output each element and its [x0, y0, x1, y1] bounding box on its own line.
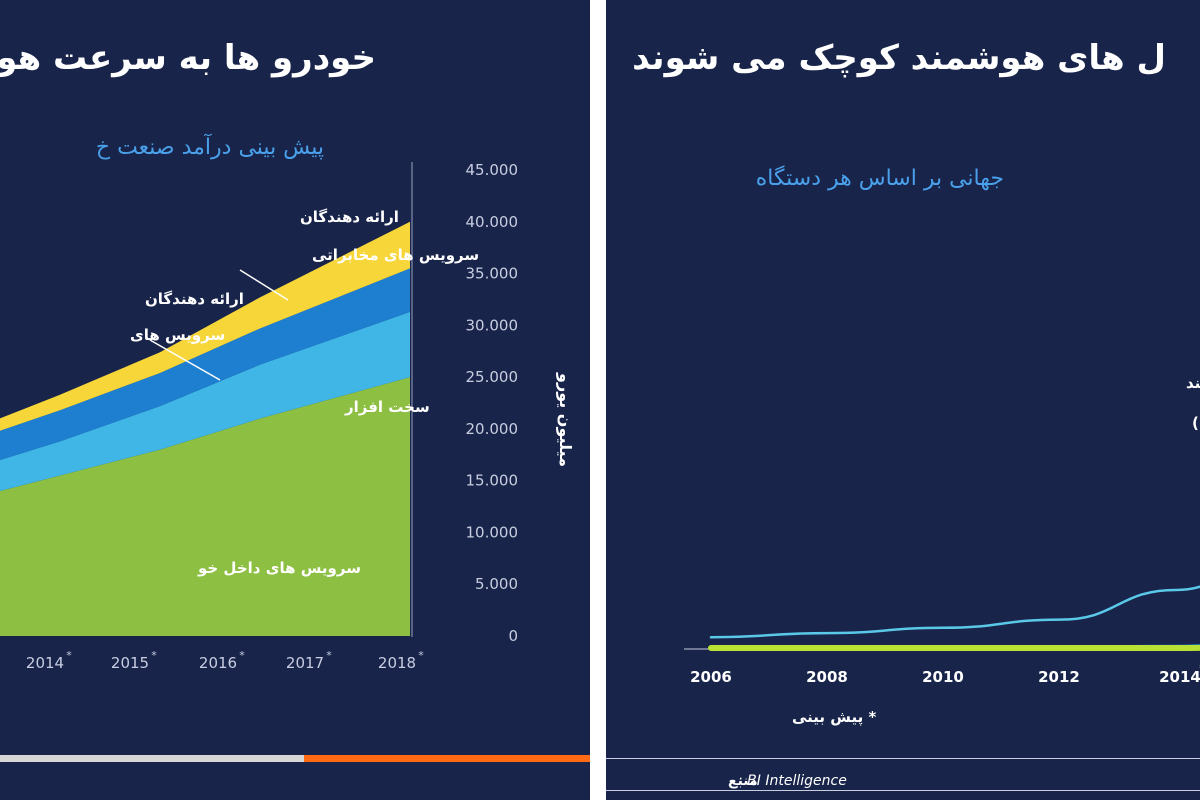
x-tick-forecast-mark: *	[66, 649, 72, 662]
source-divider	[606, 758, 1200, 759]
x-tick-forecast-mark: *	[239, 649, 245, 662]
x-tick-label: 2015	[111, 654, 149, 672]
left-chart-subtitle: پیش بینی درآمد صنعت خ	[95, 135, 324, 160]
area-series-1	[0, 311, 410, 492]
left-chart-title: خودرو ها به سرعت هو	[0, 38, 376, 78]
y-tick-label: 25.000	[466, 368, 519, 386]
annotation-smartphones-line2: (به جز تبلت ها)	[1192, 414, 1200, 432]
annotation-service-providers: ارائه دهندگان	[145, 290, 244, 308]
forecast-note: * پیش بینی	[792, 708, 876, 727]
area-series-3	[0, 221, 410, 431]
source-value: : BI Intelligence	[738, 773, 847, 789]
x-tick-label: 2006	[690, 668, 732, 686]
y-tick-label: 20.000	[466, 420, 519, 438]
x-tick-label: 2018	[378, 654, 416, 672]
x-tick-forecast-mark: *	[418, 649, 424, 662]
annotation-telecom-providers: ارائه دهندگان	[300, 208, 399, 226]
x-tick-label: 2010	[922, 668, 964, 686]
right-chart-title: ل های هوشمند کوچک می شوند	[632, 38, 1166, 78]
y-tick-label: 40.000	[466, 213, 519, 231]
slide-progress-bar	[0, 755, 304, 762]
x-tick-forecast-mark: *	[151, 649, 157, 662]
x-tick-label: 2012	[1038, 668, 1080, 686]
annotation-hardware: سخت افزار	[344, 398, 430, 416]
slide-progress-remaining	[304, 755, 590, 762]
x-tick-label: 2014	[1159, 668, 1200, 686]
annotation-leader-line	[149, 339, 221, 381]
line-series-0	[709, 585, 1200, 639]
left-area-chart: 0 5.000 10.000 15.000 20.000 25.000 30.000 35.0…	[0, 161, 575, 672]
right-chart-subtitle: جهانی بر اساس هر دستگاه	[755, 166, 1004, 191]
annotation-leader-line	[239, 269, 289, 301]
annotation-telecom-providers-line2: سرویس های مخابراتی	[312, 246, 479, 264]
source-divider-bottom	[606, 790, 1200, 791]
area-series-2	[0, 268, 410, 460]
x-tick-label: 2017	[286, 654, 324, 672]
y-tick-label: 35.000	[466, 265, 519, 283]
annotation-service-providers-line2: سرویس های	[130, 326, 225, 344]
y-axis-label: میلیون یورو	[556, 372, 575, 467]
annotation-smartphones: بایل های هوشمند	[1186, 374, 1200, 392]
left-chart-panel: خودرو ها به سرعت هو پیش بینی درآمد صنعت …	[0, 0, 590, 800]
y-tick-label: 5.000	[475, 575, 518, 593]
y-tick-label: 10.000	[466, 523, 519, 541]
right-chart-panel: ل های هوشمند کوچک می شوند جهانی بر اساس …	[606, 0, 1200, 800]
x-tick-forecast-mark: *	[326, 649, 332, 662]
x-tick-label: 2016	[199, 654, 237, 672]
source-label: منبع	[728, 773, 758, 789]
x-tick-label: 2008	[806, 668, 848, 686]
x-tick-label: 2014	[26, 654, 64, 672]
y-tick-label: 45.000	[466, 161, 519, 179]
line-series-2	[708, 644, 1200, 652]
y-tick-label: 30.000	[466, 316, 519, 334]
y-tick-label: 15.000	[466, 472, 519, 490]
y-tick-label: 0	[508, 627, 518, 645]
area-series-0	[0, 377, 410, 636]
annotation-in-car-services: سرویس های داخل خو	[197, 559, 361, 577]
